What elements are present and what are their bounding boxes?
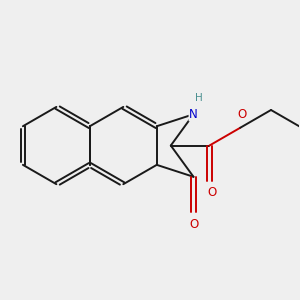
Text: H: H — [195, 93, 203, 103]
Text: O: O — [189, 218, 198, 231]
Text: N: N — [189, 108, 198, 121]
Text: O: O — [207, 186, 216, 200]
Text: O: O — [237, 108, 246, 121]
